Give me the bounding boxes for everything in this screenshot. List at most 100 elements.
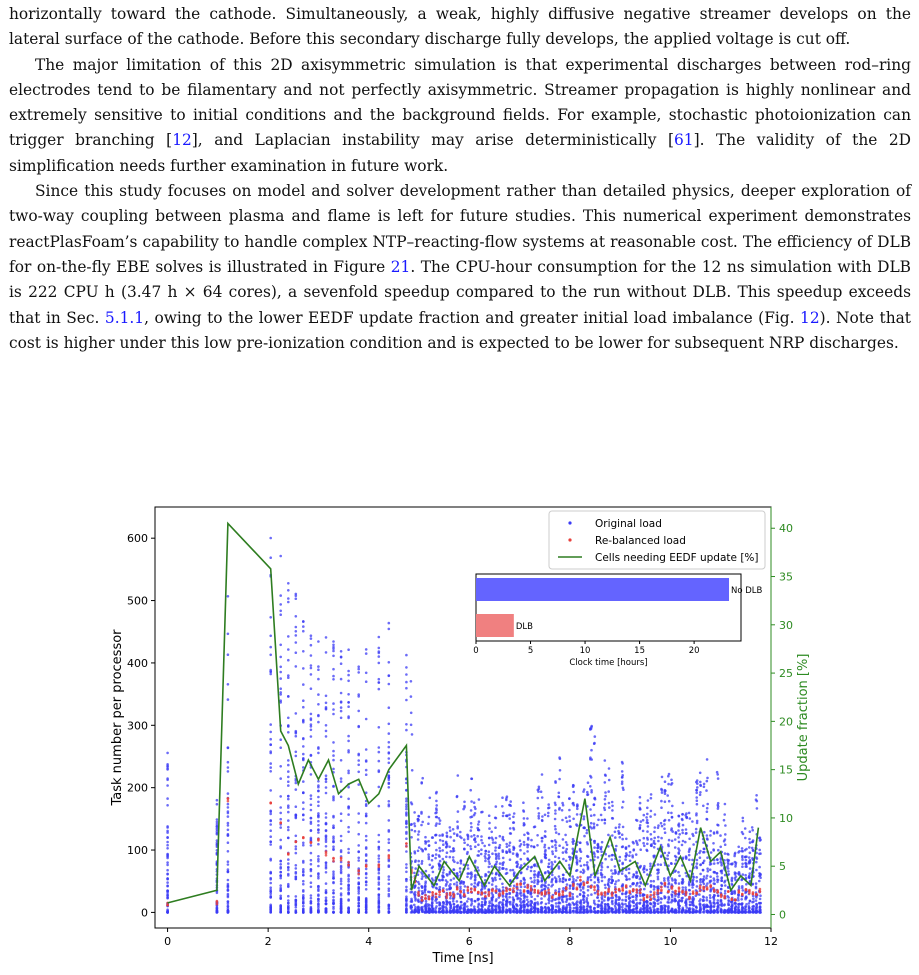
original-load-point [377,911,381,914]
original-load-point [413,871,416,875]
original-load-point [567,878,571,881]
original-load-point [536,901,539,904]
original-load-point [702,907,706,910]
original-load-point [226,902,230,905]
original-load-point [302,843,305,847]
original-load-point [451,828,455,831]
original-load-point [456,892,460,896]
original-load-point [645,910,648,913]
original-load-point [445,845,448,849]
original-load-point [553,860,557,863]
original-load-point [420,847,423,851]
original-load-point [649,879,653,883]
original-load-point [294,903,298,907]
original-load-point [279,795,283,798]
original-load-point [540,773,544,776]
original-load-point [452,868,455,871]
original-load-point [405,666,408,669]
original-load-point [449,896,452,900]
original-load-point [653,830,656,834]
original-load-point [491,841,495,844]
original-load-point [332,907,335,910]
original-load-point [377,750,381,754]
original-load-point [269,886,273,889]
original-load-point [387,865,391,868]
original-load-point [641,904,645,908]
original-load-point [364,883,368,887]
original-load-point [405,832,408,835]
original-load-point [498,866,501,869]
citation-link[interactable]: 12 [800,308,820,327]
original-load-point [568,819,572,823]
original-load-point [166,784,169,787]
original-load-point [733,889,736,893]
original-load-point [702,782,706,786]
original-load-point [660,799,663,803]
original-load-point [324,636,328,639]
original-load-point [294,864,298,867]
original-load-point [302,871,305,874]
original-load-point [663,910,666,914]
original-load-point [279,817,283,821]
original-load-point [653,854,656,858]
original-load-point [309,666,313,670]
original-load-point [387,875,391,878]
original-load-point [501,805,504,808]
original-load-point [405,686,408,690]
original-load-point [465,900,469,903]
original-load-point [645,868,649,872]
original-load-point [695,866,699,870]
original-load-point [166,881,169,884]
original-load-point [466,908,470,911]
original-load-point [657,898,660,901]
original-load-point [279,838,283,842]
original-load-point [618,859,621,862]
original-load-point [557,906,560,909]
original-load-point [279,889,283,893]
original-load-point [638,885,641,888]
original-load-point [508,844,511,847]
original-load-point [625,878,629,881]
original-load-point [449,835,452,839]
original-load-point [614,910,618,914]
original-load-point [364,671,368,675]
original-load-point [387,776,391,780]
original-load-point [438,849,442,853]
original-load-point [339,777,343,780]
citation-link[interactable]: 21 [390,257,411,276]
original-load-point [677,892,680,896]
original-load-point [317,714,320,718]
original-load-point [226,806,230,809]
original-load-point [294,898,298,902]
original-load-point [364,908,368,911]
original-load-point [317,911,320,914]
original-load-point [405,653,408,657]
original-load-point [706,856,709,859]
original-load-point [607,767,611,770]
original-load-point [294,845,298,848]
original-load-point [339,656,343,659]
original-load-point [364,759,368,762]
original-load-point [357,770,361,774]
original-load-point [166,836,169,839]
original-load-point [339,894,343,897]
original-load-point [641,818,645,822]
original-load-point [420,859,424,863]
original-load-point [518,897,522,900]
citation-link[interactable]: 12 [172,131,192,150]
citation-link[interactable]: 5.1.1 [104,308,145,327]
original-load-point [377,785,381,789]
original-load-point [554,827,557,831]
original-load-point [558,844,561,847]
original-load-point [604,852,607,856]
original-load-point [357,693,361,696]
original-load-point [387,829,391,832]
scatter-points [166,536,762,914]
original-load-point [441,834,444,837]
original-load-point [641,829,645,833]
original-load-point [452,877,456,880]
original-load-point [727,859,731,862]
original-load-point [635,875,639,879]
original-load-point [357,876,361,880]
citation-link[interactable]: 61 [674,131,694,150]
